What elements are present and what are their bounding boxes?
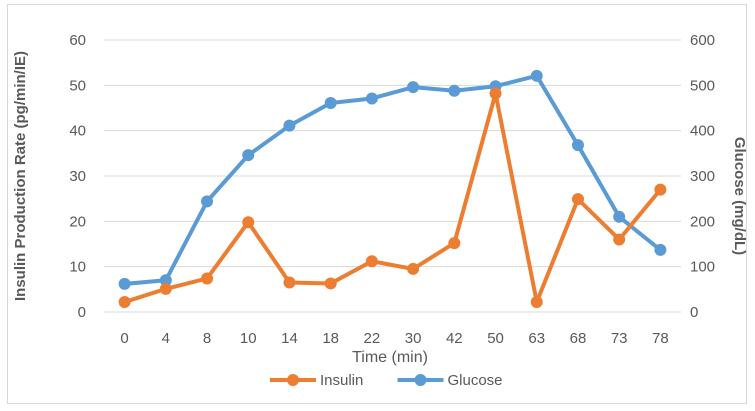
- legend: Insulin Glucose: [270, 372, 503, 389]
- left-tick-label: 60: [69, 32, 86, 49]
- x-tick-label: 42: [446, 330, 463, 347]
- x-tick-label: 10: [240, 330, 257, 347]
- glucose-point: [448, 84, 461, 97]
- x-axis-title: Time (min): [352, 349, 428, 366]
- insulin-point: [201, 272, 214, 285]
- left-tick-label: 0: [78, 304, 86, 321]
- right-tick-label: 200: [690, 213, 715, 230]
- insulin-point: [118, 296, 131, 309]
- left-tick-label: 40: [69, 123, 86, 140]
- insulin-point: [324, 277, 337, 290]
- glucose-point: [283, 119, 296, 132]
- glucose-point: [613, 210, 626, 223]
- glucose-point: [201, 195, 214, 208]
- glucose-legend-marker: [414, 374, 427, 386]
- insulin-point: [159, 282, 172, 295]
- left-tick-label: 50: [69, 77, 86, 94]
- x-tick-label: 73: [611, 330, 628, 347]
- insulin-point: [448, 237, 461, 250]
- right-tick-label: 100: [690, 259, 715, 276]
- insulin-point: [489, 87, 502, 100]
- left-axis-title: Insulin Production Rate (pg/min/IE): [12, 51, 29, 301]
- x-tick-label: 8: [203, 330, 211, 347]
- right-tick-label: 500: [690, 77, 715, 94]
- x-tick-label: 22: [364, 330, 381, 347]
- right-tick-label: 400: [690, 123, 715, 140]
- x-tick-label: 68: [570, 330, 587, 347]
- insulin-legend-marker: [287, 374, 299, 386]
- right-axis-title: Glucose (mg/dL): [731, 137, 748, 255]
- glucose-point: [242, 149, 255, 162]
- insulin-point: [654, 183, 667, 196]
- right-tick-label: 300: [690, 168, 715, 185]
- left-tick-label: 30: [69, 168, 86, 185]
- glucose-point: [530, 69, 543, 82]
- insulin-point: [365, 255, 378, 268]
- insulin-legend-label: Insulin: [320, 372, 363, 389]
- x-tick-label: 78: [652, 330, 669, 347]
- gridlines: [104, 39, 681, 313]
- x-tick-label: 63: [528, 330, 545, 347]
- glucose-point: [118, 277, 131, 290]
- insulin-point: [613, 233, 626, 246]
- right-tick-label: 0: [690, 304, 698, 321]
- insulin-point: [242, 216, 255, 229]
- x-tick-label: 18: [322, 330, 339, 347]
- x-tick-label: 0: [120, 330, 128, 347]
- series-layer: [118, 69, 667, 309]
- left-axis-ticks: 0 10 20 30 40 50 60: [69, 32, 86, 321]
- x-tick-label: 50: [487, 330, 504, 347]
- glucose-point: [571, 139, 584, 152]
- insulin-point: [571, 193, 584, 206]
- glucose-point: [365, 92, 378, 105]
- glucose-point: [407, 81, 420, 94]
- right-axis-ticks: 0 100 200 300 400 500 600: [690, 32, 715, 321]
- glucose-line: [122, 73, 663, 286]
- glucose-legend-label: Glucose: [448, 372, 503, 389]
- x-tick-label: 4: [162, 330, 170, 347]
- glucose-point: [654, 243, 667, 256]
- right-tick-label: 600: [690, 32, 715, 49]
- x-tick-label: 30: [405, 330, 422, 347]
- x-axis-ticks: 0 4 8 10 14 18 22 30 42 50 63 68 73 78: [120, 330, 668, 347]
- insulin-point: [530, 296, 543, 309]
- chart-frame: [7, 4, 747, 404]
- left-tick-label: 20: [69, 213, 86, 230]
- insulin-point: [283, 276, 296, 289]
- glucose-point: [159, 274, 172, 287]
- insulin-point: [407, 262, 420, 275]
- left-tick-label: 10: [69, 259, 86, 276]
- glucose-point: [324, 97, 337, 110]
- insulin-line: [122, 91, 663, 305]
- x-tick-label: 14: [281, 330, 298, 347]
